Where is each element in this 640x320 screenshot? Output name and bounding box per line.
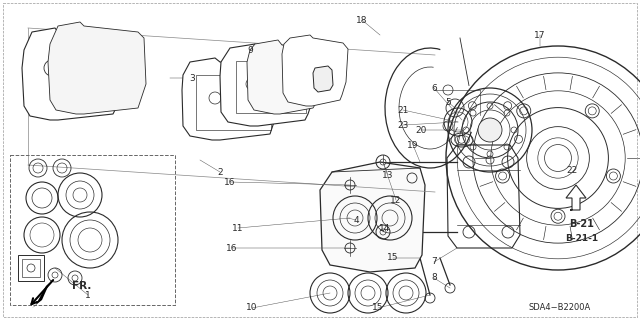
Text: 9: 9 — [247, 45, 253, 54]
Text: 3: 3 — [189, 74, 195, 83]
Text: SDA4−B2200A: SDA4−B2200A — [529, 303, 591, 313]
Polygon shape — [48, 22, 146, 114]
Bar — [18, 255, 44, 281]
Text: B-21: B-21 — [570, 219, 595, 229]
Text: 10: 10 — [246, 303, 258, 313]
Text: 18: 18 — [356, 15, 368, 25]
Text: FR.: FR. — [72, 281, 92, 291]
Text: 21: 21 — [397, 106, 409, 115]
Text: 6: 6 — [431, 84, 437, 92]
Polygon shape — [182, 58, 278, 140]
Circle shape — [538, 138, 578, 178]
Polygon shape — [247, 40, 322, 114]
Text: 5: 5 — [445, 98, 451, 107]
Text: 20: 20 — [415, 125, 427, 134]
Polygon shape — [22, 28, 122, 120]
Text: 14: 14 — [380, 223, 390, 233]
Polygon shape — [320, 162, 425, 272]
Text: 7: 7 — [431, 258, 437, 267]
Polygon shape — [313, 66, 333, 92]
Polygon shape — [566, 185, 586, 210]
Text: 13: 13 — [382, 171, 394, 180]
Text: 12: 12 — [390, 196, 402, 204]
Text: 16: 16 — [227, 244, 237, 252]
Bar — [236, 61, 306, 113]
Text: 22: 22 — [566, 165, 578, 174]
Text: 1: 1 — [85, 291, 91, 300]
Text: 11: 11 — [232, 223, 244, 233]
Polygon shape — [282, 35, 348, 106]
Polygon shape — [32, 278, 55, 308]
Text: 19: 19 — [407, 140, 419, 149]
Bar — [22, 259, 40, 277]
Text: 16: 16 — [224, 178, 236, 187]
Text: 8: 8 — [431, 274, 437, 283]
Polygon shape — [220, 44, 314, 126]
Text: 15: 15 — [387, 253, 399, 262]
Bar — [10, 155, 175, 305]
Text: 17: 17 — [534, 30, 546, 39]
Circle shape — [478, 118, 502, 142]
Bar — [196, 75, 271, 130]
Text: 23: 23 — [397, 121, 409, 130]
Text: B-21-1: B-21-1 — [565, 234, 598, 243]
Text: 4: 4 — [353, 215, 359, 225]
Text: 15: 15 — [372, 303, 384, 313]
Text: 2: 2 — [217, 167, 223, 177]
